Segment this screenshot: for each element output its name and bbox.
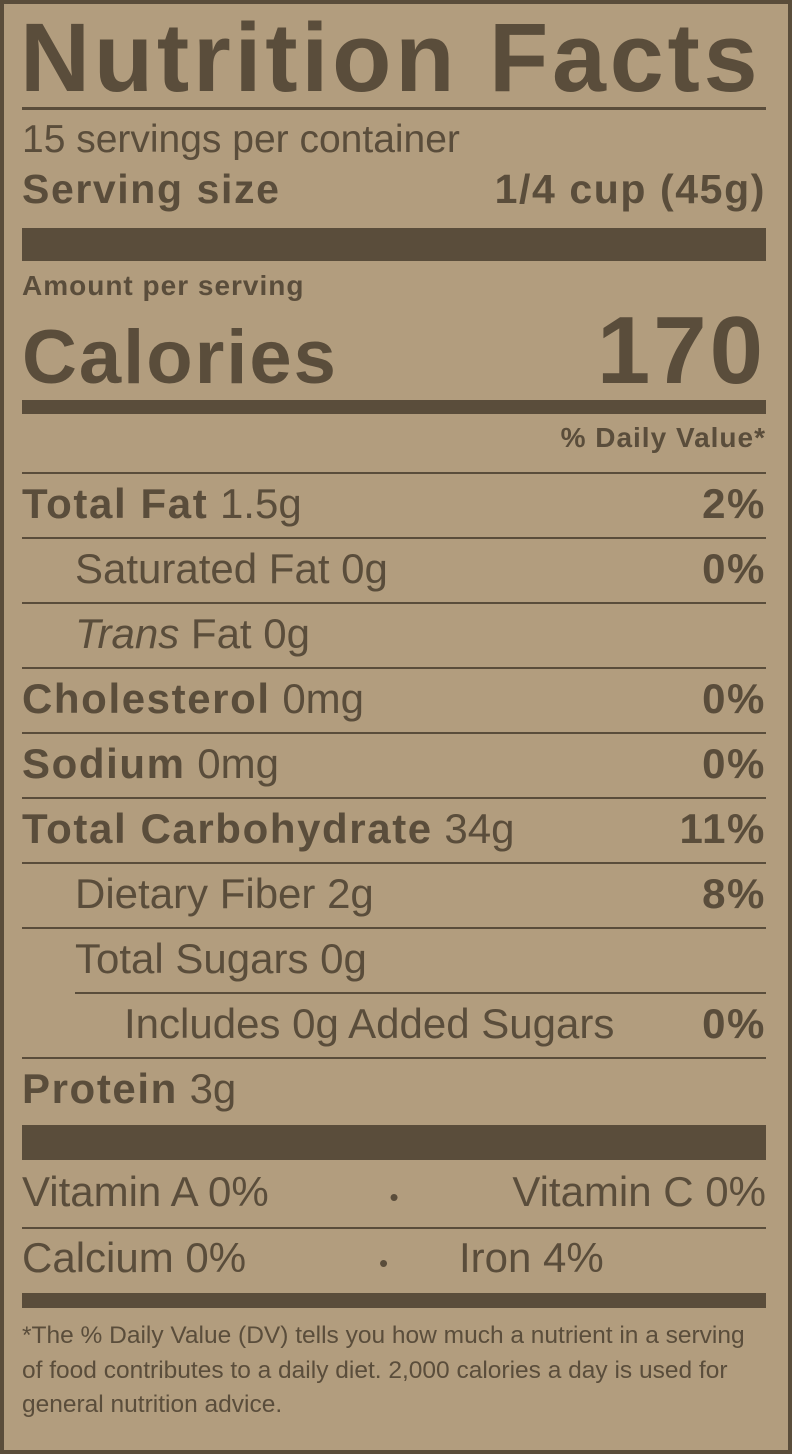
- nutrient-label: Sodium: [22, 740, 186, 787]
- nutrient-label: Total Carbohydrate: [22, 805, 433, 852]
- nutrient-row-sodium: Sodium 0mg 0%: [22, 740, 766, 788]
- nutrient-row-protein: Protein 3g: [22, 1065, 766, 1113]
- nutrient-label: Fat: [190, 610, 252, 657]
- serving-size-label: Serving size: [22, 166, 281, 212]
- bullet-separator: •: [389, 1182, 399, 1212]
- nutrient-dv: 0%: [702, 675, 766, 722]
- nutrient-label: Dietary Fiber: [75, 870, 316, 917]
- medium-divider: [22, 1293, 766, 1308]
- calories-label: Calories: [22, 315, 338, 400]
- thick-divider: [22, 228, 766, 261]
- nutrient-dv: 0%: [702, 545, 766, 592]
- mineral-row: Calcium 0% • Iron 4%: [22, 1234, 766, 1282]
- calories-row: Calories 170: [22, 296, 766, 406]
- daily-value-header: % Daily Value*: [22, 422, 766, 454]
- nutrient-amount: 0mg: [197, 740, 279, 787]
- nutrient-amount: 2g: [327, 870, 374, 917]
- thick-divider: [22, 1125, 766, 1160]
- nutrient-dv: 8%: [702, 870, 766, 917]
- label-title: Nutrition Facts: [20, 3, 762, 112]
- nutrient-label: Total Sugars: [75, 935, 309, 982]
- vitamin-row: Vitamin A 0% • Vitamin C 0%: [22, 1168, 766, 1216]
- nutrient-dv: 2%: [702, 480, 766, 527]
- divider: [22, 107, 766, 110]
- serving-size-value: 1/4 cup (45g): [494, 166, 766, 212]
- nutrient-dv: 0%: [702, 1000, 766, 1047]
- bullet-separator: •: [379, 1248, 389, 1278]
- nutrient-row-trans-fat: Trans Fat 0g: [75, 610, 766, 658]
- serving-size-row: Serving size 1/4 cup (45g): [22, 166, 766, 213]
- nutrient-label: Protein: [22, 1065, 178, 1112]
- nutrient-amount: 1.5g: [219, 480, 302, 527]
- nutrient-row-cholesterol: Cholesterol 0mg 0%: [22, 675, 766, 723]
- nutrient-row-saturated-fat: Saturated Fat 0g 0%: [75, 545, 766, 593]
- daily-value-header-text: % Daily Value*: [560, 422, 766, 453]
- servings-per-container: 15 servings per container: [22, 118, 460, 161]
- nutrient-amount: 3g: [189, 1065, 237, 1112]
- nutrient-row-total-sugars: Total Sugars 0g: [75, 935, 766, 983]
- nutrient-row-total-fat: Total Fat 1.5g 2%: [22, 480, 766, 528]
- nutrient-label: Cholesterol: [22, 675, 271, 722]
- amount-per-serving: Amount per serving: [22, 270, 305, 301]
- nutrient-label: Saturated Fat: [75, 545, 330, 592]
- nutrient-dv: 0%: [702, 740, 766, 787]
- nutrient-dv: 11%: [679, 805, 766, 852]
- nutrient-row-dietary-fiber: Dietary Fiber 2g 8%: [75, 870, 766, 918]
- calories-value: 170: [596, 297, 766, 404]
- nutrient-amount: 0mg: [282, 675, 365, 722]
- vitamin-c: Vitamin C 0%: [512, 1168, 766, 1215]
- nutrient-label: Includes 0g Added Sugars: [124, 1000, 615, 1047]
- divider: [22, 472, 766, 474]
- medium-divider: [22, 400, 766, 414]
- vitamin-a: Vitamin A 0%: [22, 1168, 269, 1215]
- nutrient-label: Total Fat: [22, 480, 209, 527]
- nutrient-amount: 0g: [263, 610, 310, 657]
- iron: Iron 4%: [459, 1234, 604, 1281]
- nutrient-amount: 34g: [444, 805, 515, 852]
- calcium: Calcium 0%: [22, 1234, 247, 1281]
- nutrient-amount: 0g: [320, 935, 367, 982]
- footnote: *The % Daily Value (DV) tells you how mu…: [22, 1322, 745, 1418]
- nutrient-amount: 0g: [341, 545, 388, 592]
- nutrient-row-added-sugars: Includes 0g Added Sugars 0%: [124, 1000, 766, 1048]
- nutrient-label-italic: Trans: [75, 610, 180, 657]
- nutrient-row-total-carbohydrate: Total Carbohydrate 34g 11%: [22, 805, 766, 853]
